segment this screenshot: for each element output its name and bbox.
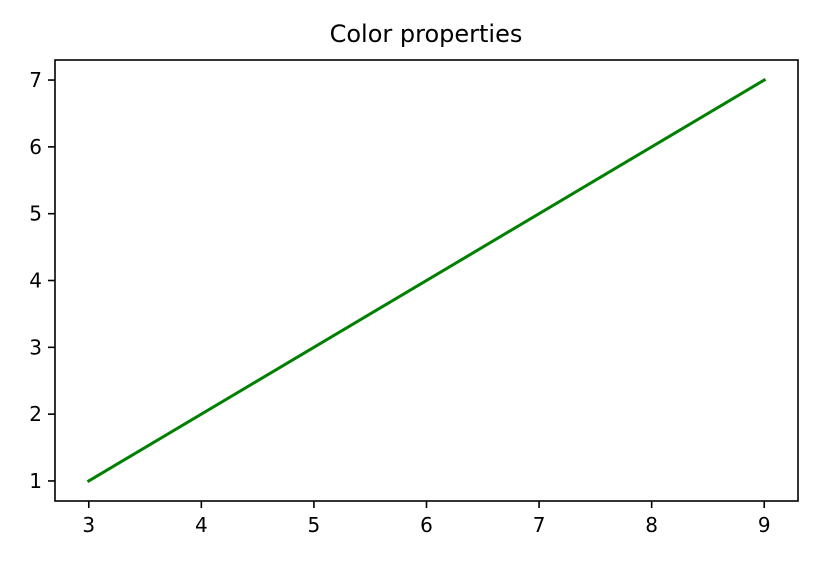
series-layer	[86, 77, 767, 484]
y-tick-label: 2	[29, 402, 42, 426]
y-tick-label: 1	[29, 469, 42, 493]
y-tick-label: 6	[29, 135, 42, 159]
x-tick-label: 4	[195, 513, 208, 537]
x-tick-label: 3	[82, 513, 95, 537]
x-tick-label: 6	[420, 513, 433, 537]
x-tick-label: 7	[533, 513, 546, 537]
chart-title: Color properties	[330, 20, 523, 48]
x-axis: 3 4 5 6 7 8 9	[82, 501, 771, 537]
x-tick-label: 8	[645, 513, 658, 537]
y-tick-label: 7	[29, 68, 42, 92]
y-tick-label: 3	[29, 335, 42, 359]
y-tick-label: 5	[29, 202, 42, 226]
x-tick-label: 5	[308, 513, 321, 537]
x-tick-label: 9	[758, 513, 771, 537]
y-tick-label: 4	[29, 269, 42, 293]
series-line-0	[86, 77, 767, 484]
y-axis: 1 2 3 4 5 6 7	[29, 68, 55, 493]
